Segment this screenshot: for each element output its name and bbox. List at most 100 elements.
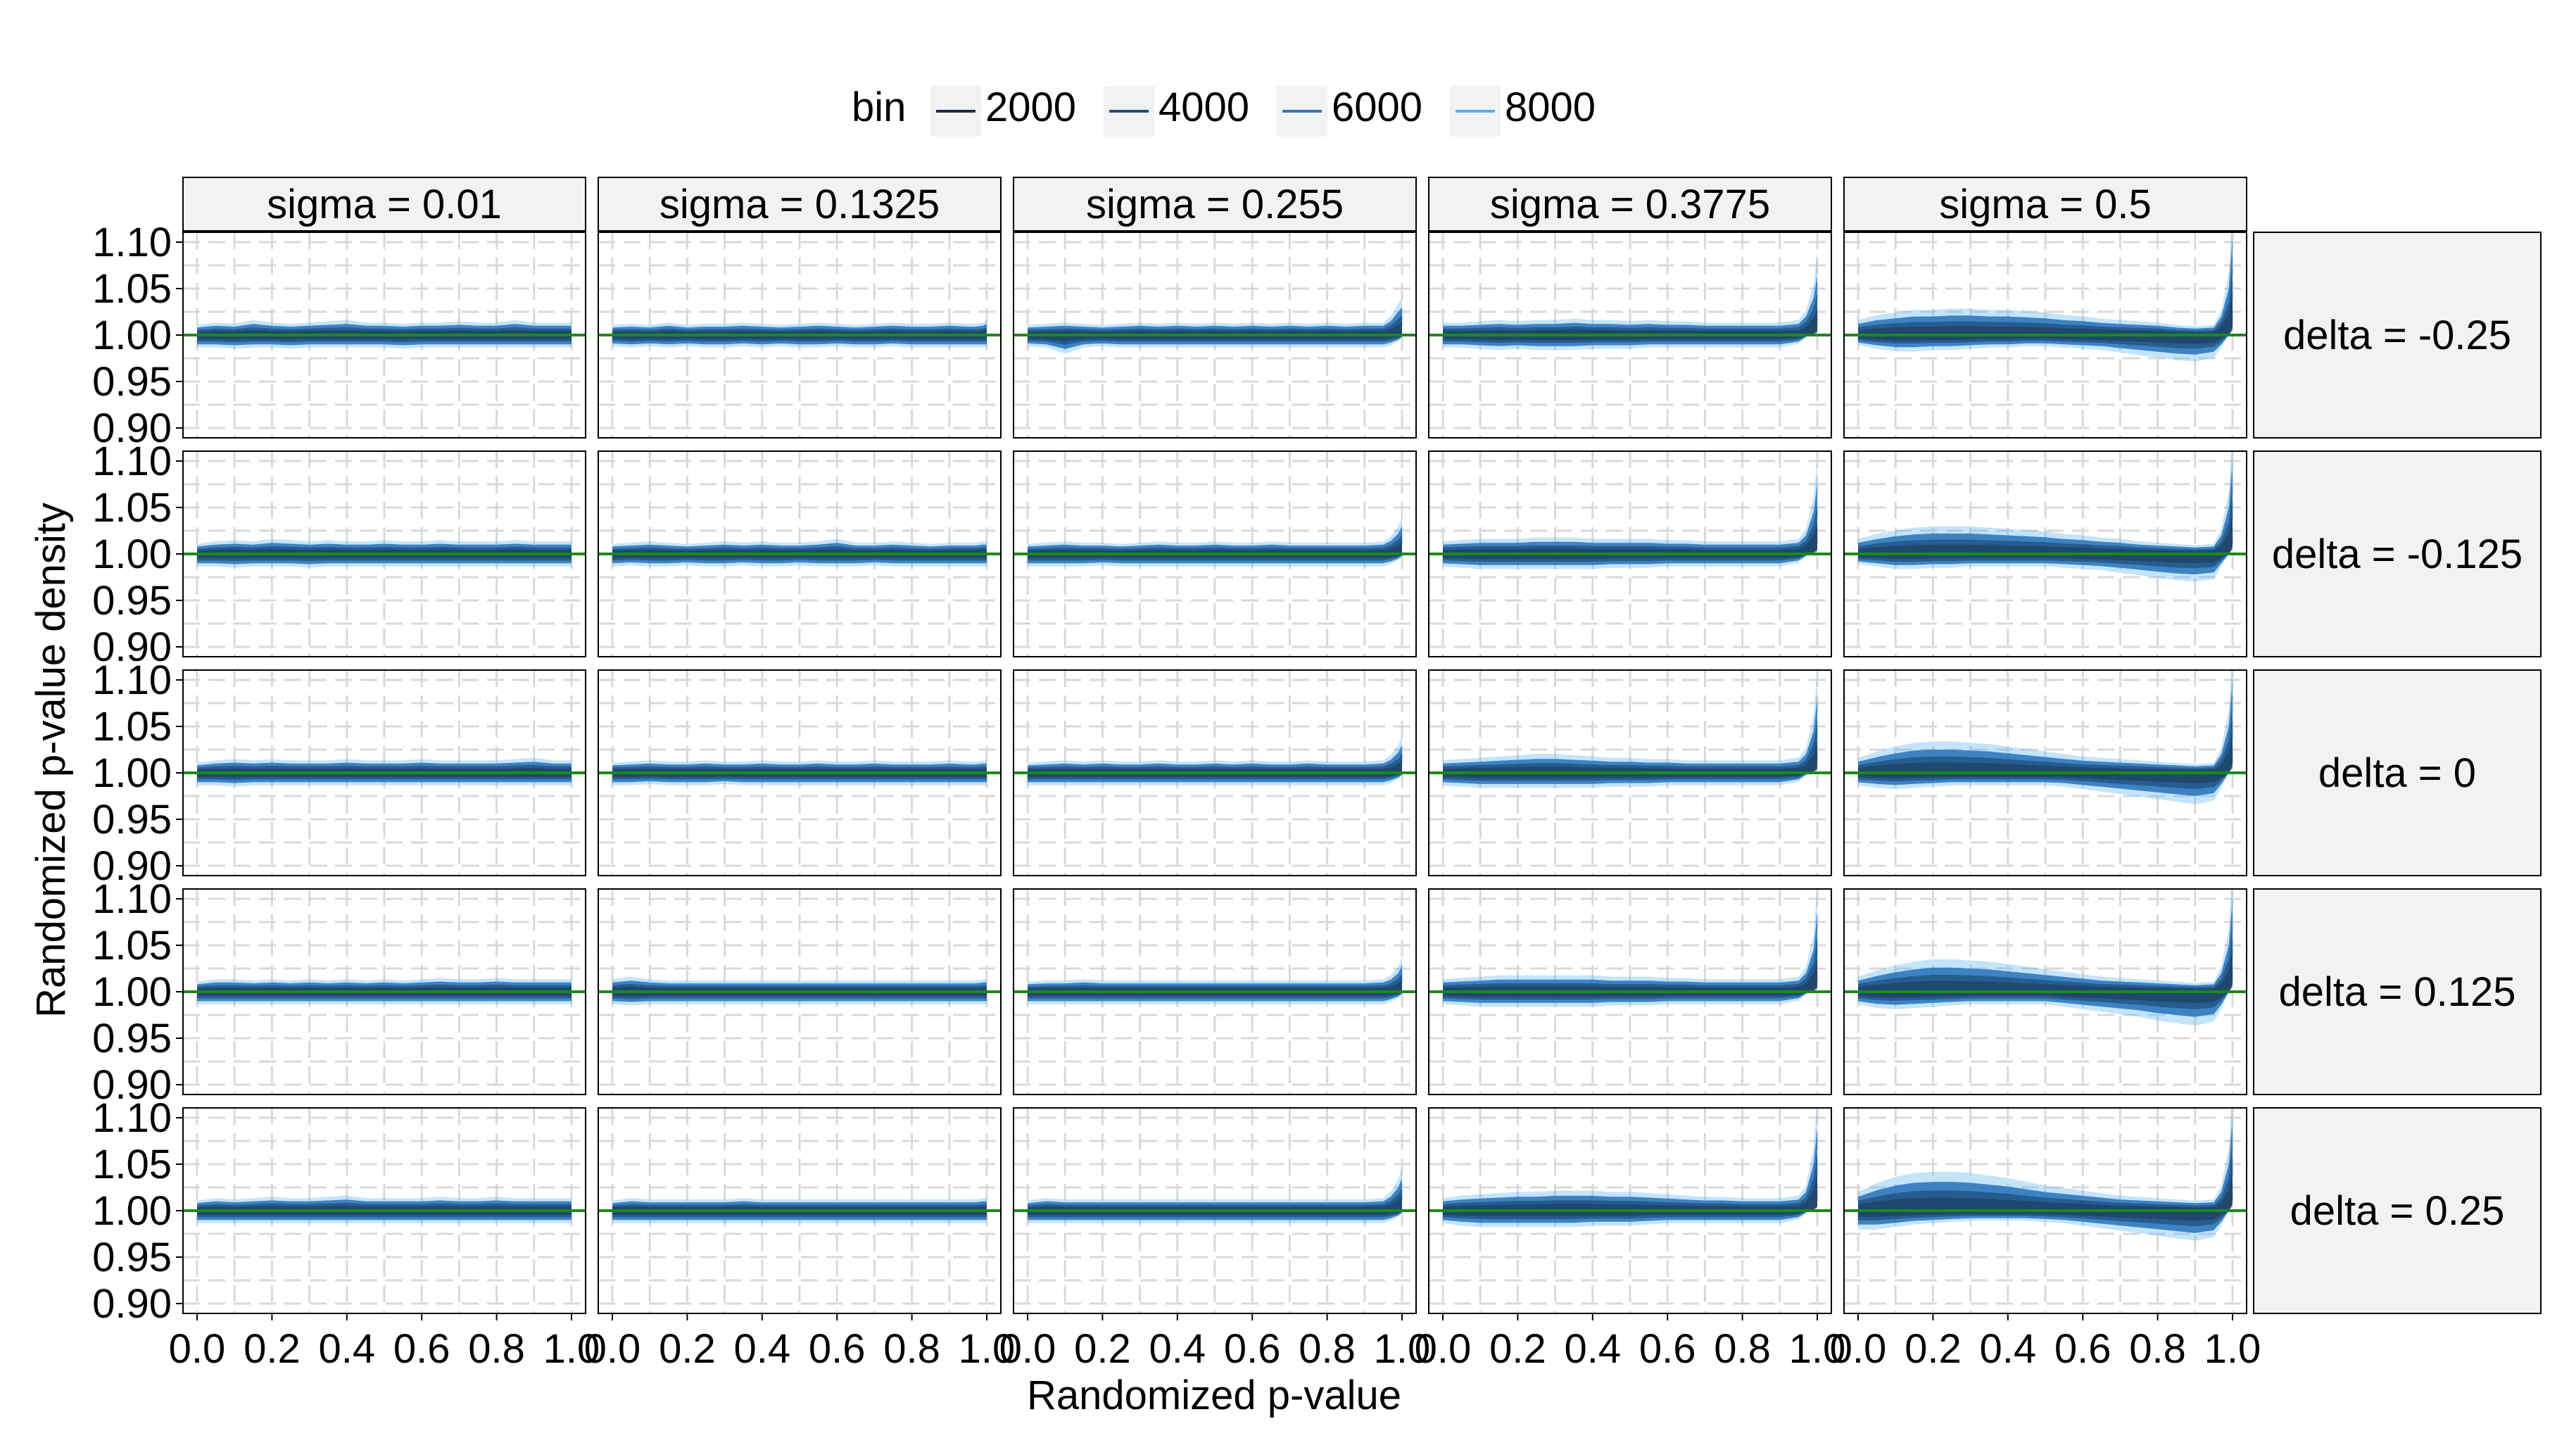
density-band-4000 bbox=[1028, 315, 1402, 345]
y-tick-label: 0.95 bbox=[92, 797, 172, 843]
row-strip-label: delta = -0.125 bbox=[2272, 531, 2523, 577]
panel-r4-c1 bbox=[598, 1107, 1002, 1314]
density-band-2000 bbox=[1858, 291, 2233, 344]
column-strips: sigma = 0.01 sigma = 0.1325 sigma = 0.255 s… bbox=[182, 177, 2247, 232]
density-band-2000 bbox=[1443, 308, 1817, 341]
density-band-4000 bbox=[1858, 926, 2233, 1009]
panel-r2-c3 bbox=[1428, 669, 1832, 876]
panel-r1-c0 bbox=[182, 450, 586, 657]
density-band-2000 bbox=[1028, 322, 1402, 341]
row-strip bbox=[2253, 232, 2542, 439]
band-group bbox=[1858, 451, 2233, 582]
row-strip-label: delta = 0 bbox=[2318, 750, 2476, 796]
column-strip bbox=[1843, 177, 2247, 232]
density-band-4000 bbox=[1443, 1152, 1817, 1219]
y-tick-label: 0.90 bbox=[92, 405, 172, 451]
x-tick-label: 0.6 bbox=[393, 1326, 450, 1372]
density-band-4000 bbox=[1443, 505, 1817, 562]
x-tick-label: 0.8 bbox=[1299, 1326, 1356, 1372]
y-axis-title: Randomized p-value density bbox=[28, 503, 74, 1018]
x-axis-title: Randomized p-value bbox=[1027, 1373, 1401, 1418]
x-tick-label: 0.2 bbox=[1074, 1326, 1131, 1372]
x-tick-label: 0.2 bbox=[1905, 1326, 1962, 1372]
panel-border bbox=[1013, 669, 1417, 876]
panel-r4-c0 bbox=[182, 1107, 586, 1314]
panel-r0-c4 bbox=[1843, 232, 2247, 439]
panel-r3-c2 bbox=[1013, 888, 1417, 1095]
density-band-2000 bbox=[1443, 956, 1817, 997]
x-tick-label: 1.0 bbox=[959, 1326, 1016, 1372]
panel-border bbox=[598, 450, 1002, 657]
density-band-6000 bbox=[1443, 912, 1817, 1003]
panel-border bbox=[1013, 232, 1417, 439]
panel-r3-c3 bbox=[1428, 888, 1832, 1095]
density-band-8000 bbox=[1443, 460, 1817, 569]
panel-border bbox=[1428, 232, 1832, 439]
panel-r4-c3 bbox=[1428, 1107, 1832, 1314]
panel-border bbox=[598, 232, 1002, 439]
x-tick-label: 0.6 bbox=[1224, 1326, 1281, 1372]
band-group bbox=[1858, 670, 2233, 805]
y-tick-label: 1.05 bbox=[92, 923, 172, 969]
column-strip bbox=[1428, 177, 1832, 232]
panel-border bbox=[1843, 1107, 2247, 1314]
panel-border bbox=[1013, 1107, 1417, 1314]
density-band-4000 bbox=[1443, 721, 1817, 781]
x-tick-label: 0.4 bbox=[318, 1326, 375, 1372]
density-band-4000 bbox=[1858, 267, 2233, 349]
x-tick-label: 0.6 bbox=[809, 1326, 866, 1372]
legend-label: 6000 bbox=[1332, 84, 1422, 130]
panel-r4-c2 bbox=[1013, 1107, 1417, 1314]
panel-r0-c2 bbox=[1013, 232, 1417, 439]
row-strip bbox=[2253, 888, 2542, 1095]
y-tick-label: 0.90 bbox=[92, 624, 172, 670]
y-tick-label: 1.00 bbox=[92, 969, 172, 1015]
band-group bbox=[1443, 1108, 1817, 1228]
row-strip bbox=[2253, 669, 2542, 876]
panel-border bbox=[598, 669, 1002, 876]
density-band-2000 bbox=[1443, 739, 1817, 778]
column-strip-label: sigma = 0.01 bbox=[267, 182, 502, 227]
y-tick-label: 1.10 bbox=[92, 220, 172, 265]
density-band-4000 bbox=[1858, 488, 2233, 569]
x-tick-label: 0.4 bbox=[1564, 1326, 1621, 1372]
y-tick-label: 1.10 bbox=[92, 439, 172, 484]
y-tick-label: 0.95 bbox=[92, 1235, 172, 1280]
density-band-4000 bbox=[1858, 1145, 2233, 1227]
y-tick-label: 1.05 bbox=[92, 485, 172, 531]
y-tick-label: 1.10 bbox=[92, 1095, 172, 1141]
density-band-4000 bbox=[1443, 936, 1817, 1000]
x-tick-label: 1.0 bbox=[1374, 1326, 1431, 1372]
y-tick-label: 0.90 bbox=[92, 1062, 172, 1108]
band-group bbox=[1443, 672, 1817, 788]
legend-entry-2000: 2000 bbox=[930, 84, 1076, 137]
panel-r2-c1 bbox=[598, 669, 1002, 876]
panel-r2-c2 bbox=[1013, 669, 1417, 876]
x-tick-label: 0.8 bbox=[883, 1326, 940, 1372]
panel-r0-c3 bbox=[1428, 232, 1832, 439]
density-band-2000 bbox=[1858, 950, 2233, 1003]
density-band-6000 bbox=[1443, 698, 1817, 784]
panel-r2-c4 bbox=[1843, 669, 2247, 876]
band-group bbox=[1858, 232, 2233, 362]
y-tick-label: 1.00 bbox=[92, 531, 172, 577]
x-tick-label: 0.6 bbox=[1639, 1326, 1696, 1372]
panel-r0-c1 bbox=[598, 232, 1002, 439]
panel-border bbox=[1428, 888, 1832, 1095]
legend-entry-4000: 4000 bbox=[1104, 84, 1249, 137]
column-strip-label: sigma = 0.1325 bbox=[659, 182, 940, 227]
axes: 0.900.951.001.051.100.900.951.001.051.10… bbox=[92, 220, 2261, 1372]
panel-r4-c4 bbox=[1843, 1107, 2247, 1314]
panel-r0-c0 bbox=[182, 232, 586, 439]
x-tick-label: 0.4 bbox=[733, 1326, 790, 1372]
density-band-4000 bbox=[1858, 707, 2233, 790]
x-tick-label: 0.8 bbox=[2129, 1326, 2186, 1372]
y-tick-label: 1.10 bbox=[92, 876, 172, 922]
panel-border bbox=[598, 1107, 1002, 1314]
row-strip-label: delta = 0.125 bbox=[2278, 969, 2515, 1015]
y-tick-label: 1.05 bbox=[92, 266, 172, 312]
panel-r2-c0 bbox=[182, 669, 586, 876]
density-band-6000 bbox=[1443, 484, 1817, 565]
panel-border bbox=[1013, 450, 1417, 657]
